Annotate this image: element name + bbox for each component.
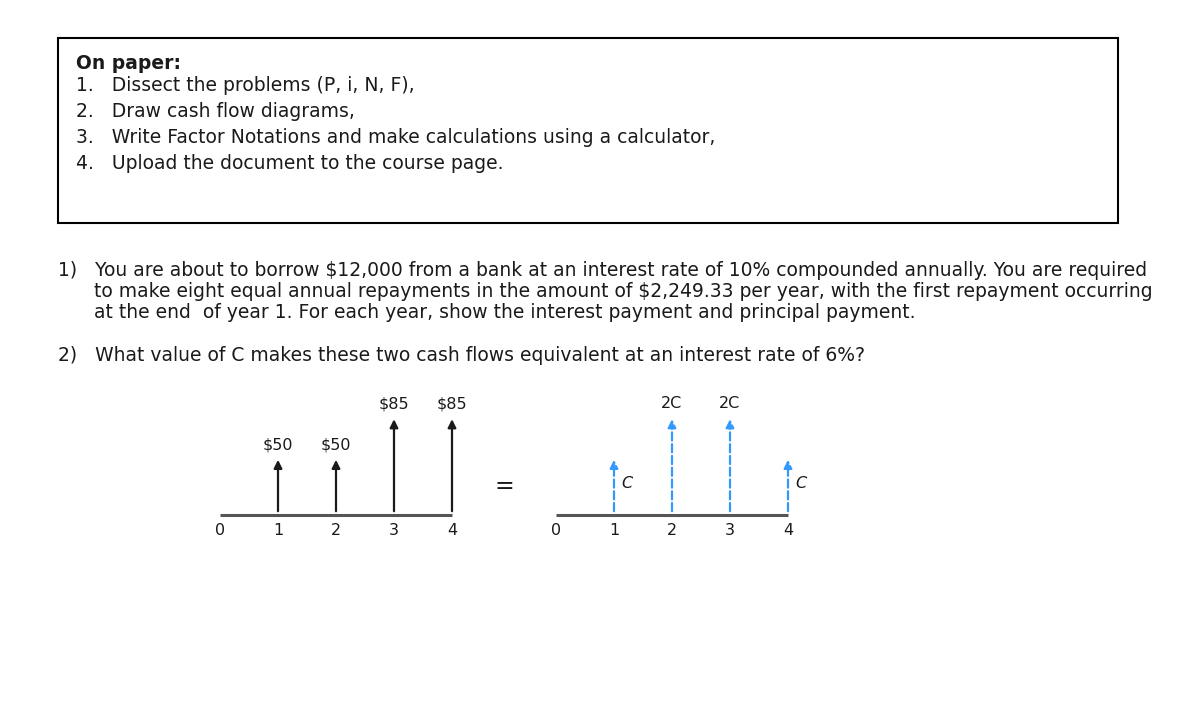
Text: $85: $85 (378, 396, 409, 411)
Text: =: = (494, 474, 514, 498)
Text: 0: 0 (551, 523, 561, 538)
Text: 2C: 2C (719, 396, 740, 411)
Text: On paper:: On paper: (75, 54, 182, 73)
Text: 2: 2 (331, 523, 341, 538)
Text: 4: 4 (447, 523, 457, 538)
Text: at the end  of year 1. For each year, show the interest payment and principal pa: at the end of year 1. For each year, sho… (58, 303, 916, 322)
FancyBboxPatch shape (58, 38, 1118, 223)
Text: C: C (621, 476, 632, 491)
Text: 4: 4 (783, 523, 793, 538)
Text: 1: 1 (272, 523, 283, 538)
Text: 1.   Dissect the problems (P, i, N, F),: 1. Dissect the problems (P, i, N, F), (75, 76, 415, 95)
Text: $50: $50 (321, 437, 351, 452)
Text: 2: 2 (667, 523, 677, 538)
Text: 1)   You are about to borrow $12,000 from a bank at an interest rate of 10% comp: 1) You are about to borrow $12,000 from … (58, 261, 1147, 280)
Text: 2C: 2C (661, 396, 683, 411)
Text: 3: 3 (389, 523, 399, 538)
Text: 0: 0 (215, 523, 225, 538)
Text: 2.   Draw cash flow diagrams,: 2. Draw cash flow diagrams, (75, 102, 355, 121)
Text: 3.   Write Factor Notations and make calculations using a calculator,: 3. Write Factor Notations and make calcu… (75, 128, 716, 147)
Text: 2)   What value of C makes these two cash flows equivalent at an interest rate o: 2) What value of C makes these two cash … (58, 346, 865, 365)
Text: C: C (795, 476, 806, 491)
Text: 3: 3 (725, 523, 735, 538)
Text: $85: $85 (436, 396, 467, 411)
Text: $50: $50 (263, 437, 294, 452)
Text: to make eight equal annual repayments in the amount of $2,249.33 per year, with : to make eight equal annual repayments in… (58, 282, 1153, 301)
Text: 4.   Upload the document to the course page.: 4. Upload the document to the course pag… (75, 154, 503, 173)
Text: 1: 1 (608, 523, 619, 538)
